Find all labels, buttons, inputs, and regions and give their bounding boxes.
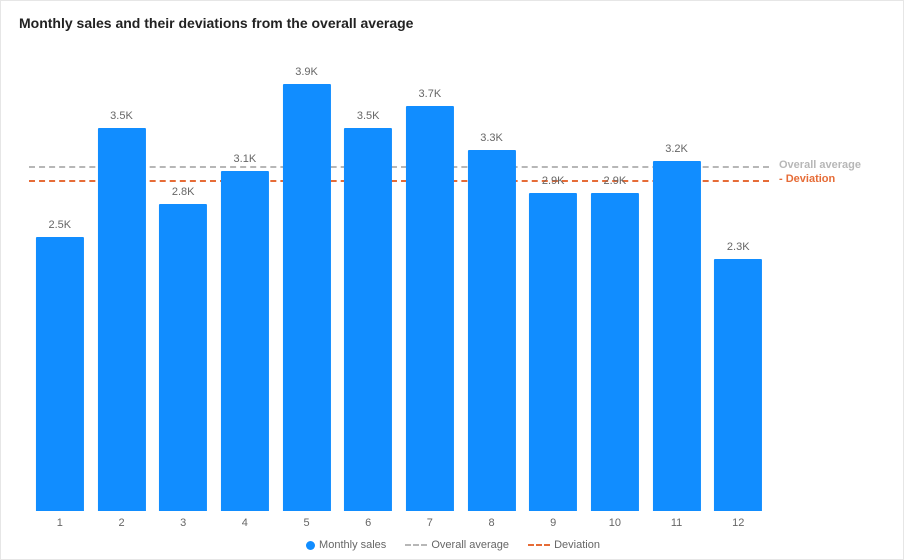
bar-value-label: 2.5K bbox=[49, 219, 72, 231]
bar bbox=[282, 84, 330, 511]
legend-label-overall-average: Overall average bbox=[431, 539, 509, 551]
legend-item-deviation: Deviation bbox=[528, 539, 600, 551]
plot-area: 2.5K 3.5K 2.8K 3.1K 3.9K 3.5K 3.7K 3.3K 2.9K 2.9K… bbox=[29, 51, 769, 511]
overall-average-side-label: Overall average bbox=[779, 159, 861, 171]
x-tick: 1 bbox=[29, 517, 91, 529]
bar-slot: 3.3K bbox=[461, 51, 523, 511]
bars-container: 2.5K 3.5K 2.8K 3.1K 3.9K 3.5K 3.7K 3.3K 2.9K 2.9K… bbox=[29, 51, 769, 511]
x-tick: 11 bbox=[646, 517, 708, 529]
bar-slot: 3.5K bbox=[91, 51, 153, 511]
bar-slot: 3.2K bbox=[646, 51, 708, 511]
bar-value-label: 2.8K bbox=[172, 186, 195, 198]
bar-slot: 3.7K bbox=[399, 51, 461, 511]
bar bbox=[36, 237, 84, 511]
x-tick: 8 bbox=[461, 517, 523, 529]
legend-label-monthly-sales: Monthly sales bbox=[319, 539, 386, 551]
x-tick: 12 bbox=[707, 517, 769, 529]
bar-value-label: 3.9K bbox=[295, 66, 318, 78]
bar bbox=[529, 193, 577, 511]
bar bbox=[714, 259, 762, 511]
x-tick: 7 bbox=[399, 517, 461, 529]
bar-value-label: 2.9K bbox=[542, 175, 565, 187]
legend-item-monthly-sales: Monthly sales bbox=[306, 539, 386, 551]
dash-icon bbox=[528, 544, 550, 546]
bar-slot: 3.5K bbox=[337, 51, 399, 511]
x-axis: 123456789101112 bbox=[29, 517, 769, 529]
bar-slot: 2.9K bbox=[522, 51, 584, 511]
bar-value-label: 3.5K bbox=[110, 110, 133, 122]
bar bbox=[653, 161, 701, 511]
bar bbox=[591, 193, 639, 511]
bar-value-label: 3.1K bbox=[234, 153, 257, 165]
bar-slot: 2.5K bbox=[29, 51, 91, 511]
x-tick: 2 bbox=[91, 517, 153, 529]
dash-icon bbox=[405, 544, 427, 546]
bar bbox=[159, 204, 207, 511]
bar-value-label: 3.3K bbox=[480, 132, 503, 144]
bar-value-label: 2.9K bbox=[604, 175, 627, 187]
bar-value-label: 3.5K bbox=[357, 110, 380, 122]
bar bbox=[97, 128, 145, 511]
x-tick: 6 bbox=[337, 517, 399, 529]
bar-slot: 2.8K bbox=[152, 51, 214, 511]
legend: Monthly sales Overall average Deviation bbox=[1, 539, 904, 551]
x-tick: 10 bbox=[584, 517, 646, 529]
bar-slot: 3.9K bbox=[276, 51, 338, 511]
x-tick: 3 bbox=[152, 517, 214, 529]
bar bbox=[221, 171, 269, 511]
bar bbox=[344, 128, 392, 511]
bar bbox=[406, 106, 454, 511]
legend-item-overall-average: Overall average bbox=[405, 539, 509, 551]
bar bbox=[467, 150, 515, 511]
legend-label-deviation: Deviation bbox=[554, 539, 600, 551]
bar-value-label: 3.7K bbox=[419, 88, 442, 100]
bar-value-label: 3.2K bbox=[665, 143, 688, 155]
deviation-side-label: - Deviation bbox=[779, 173, 835, 185]
bar-slot: 3.1K bbox=[214, 51, 276, 511]
chart-title: Monthly sales and their deviations from … bbox=[19, 15, 413, 31]
x-tick: 5 bbox=[276, 517, 338, 529]
x-tick: 9 bbox=[522, 517, 584, 529]
bar-slot: 2.3K bbox=[707, 51, 769, 511]
bar-slot: 2.9K bbox=[584, 51, 646, 511]
x-tick: 4 bbox=[214, 517, 276, 529]
deviation-side-label-dash: - bbox=[779, 173, 786, 185]
bar-value-label: 2.3K bbox=[727, 241, 750, 253]
deviation-side-label-text: Deviation bbox=[786, 173, 836, 185]
circle-icon bbox=[306, 541, 315, 550]
